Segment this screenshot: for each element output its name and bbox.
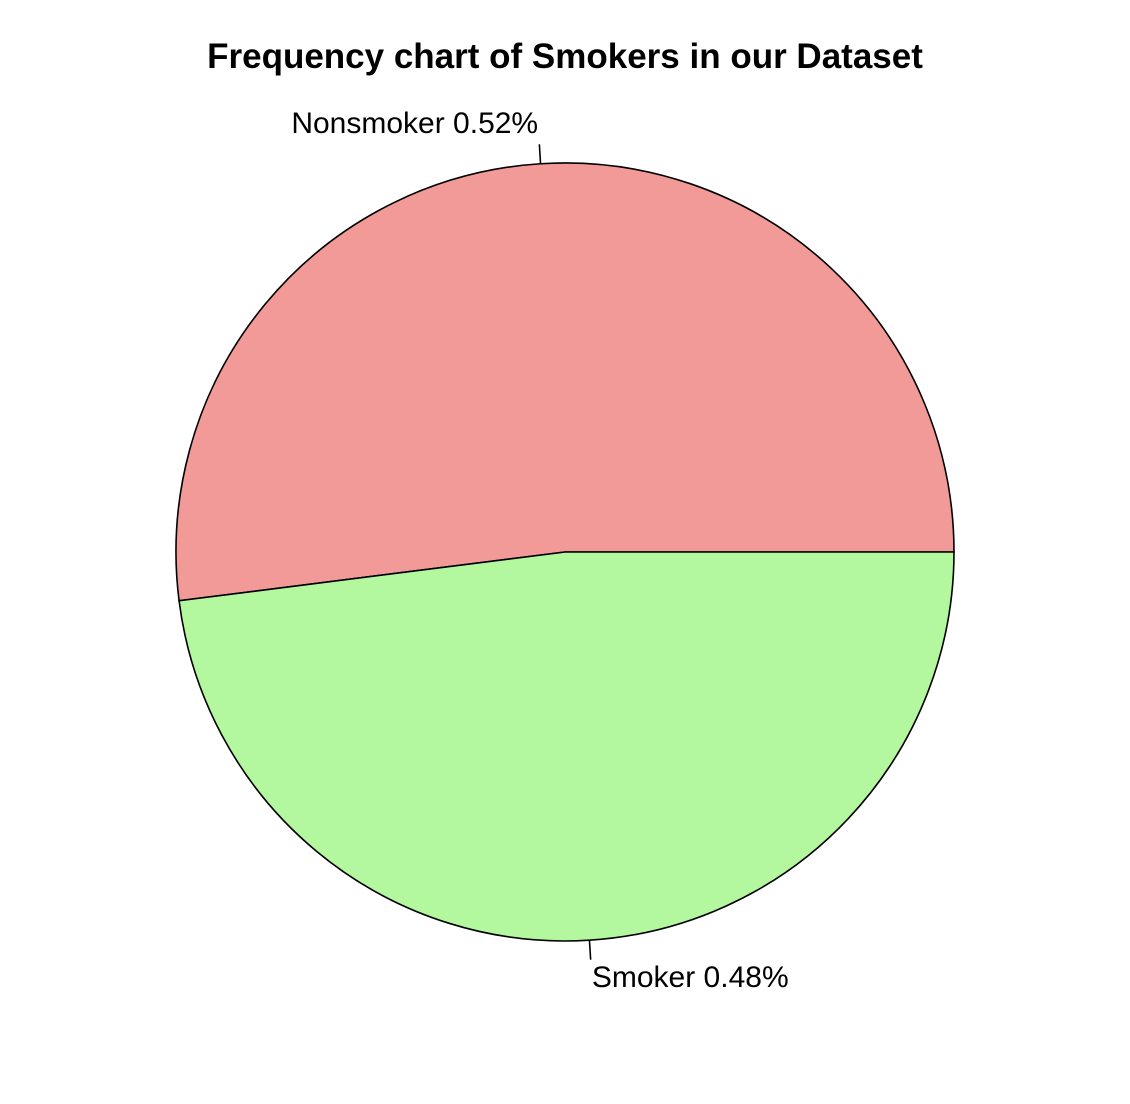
leader-line-smoker xyxy=(588,940,592,960)
slice-label-smoker: Smoker 0.48% xyxy=(592,961,789,994)
leader-line-nonsmoker xyxy=(538,144,542,164)
slice-labels: Nonsmoker 0.52% Smoker 0.48% xyxy=(291,107,788,994)
slice-label-nonsmoker: Nonsmoker 0.52% xyxy=(291,107,538,140)
pie-slices xyxy=(175,162,955,942)
chart-title: Frequency chart of Smokers in our Datase… xyxy=(207,37,923,76)
pie-slice-nonsmoker xyxy=(175,162,955,602)
pie-slice-smoker xyxy=(178,551,955,942)
slice-leader-lines xyxy=(538,144,592,960)
